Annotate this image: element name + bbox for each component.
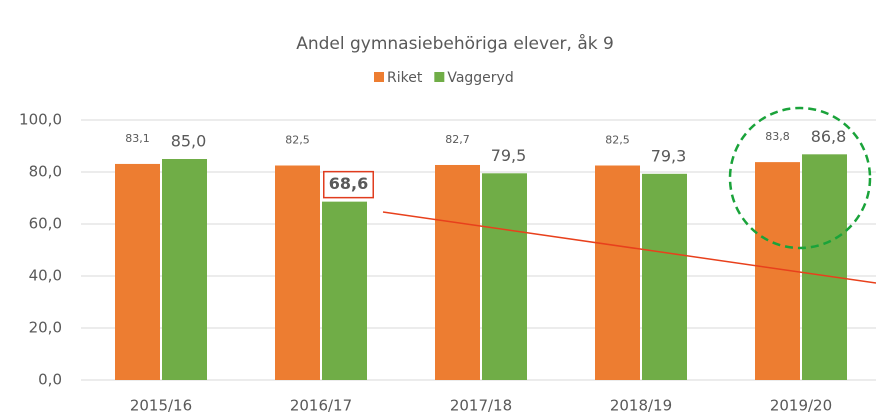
bar bbox=[115, 163, 160, 380]
data-label: 79,5 bbox=[491, 146, 527, 165]
y-tick-label: 80,0 bbox=[29, 163, 62, 181]
data-label: 83,1 bbox=[125, 132, 150, 145]
data-label: 82,5 bbox=[285, 134, 310, 147]
legend-swatch bbox=[434, 72, 445, 82]
highlight-circle bbox=[728, 106, 872, 250]
bar bbox=[435, 164, 480, 380]
y-tick-label: 0,0 bbox=[38, 371, 62, 389]
x-tick-label: 2017/18 bbox=[450, 397, 512, 415]
chart-title: Andel gymnasiebehöriga elever, åk 9 bbox=[296, 33, 614, 54]
legend-label: Vaggeryd bbox=[447, 70, 513, 86]
data-label: 68,6 bbox=[329, 174, 368, 193]
highlight-box bbox=[323, 170, 374, 199]
bar bbox=[322, 201, 367, 380]
y-tick-label: 60,0 bbox=[29, 215, 62, 233]
x-tick-label: 2016/17 bbox=[290, 397, 352, 415]
bar bbox=[642, 173, 687, 380]
legend-label: Riket bbox=[387, 70, 423, 86]
data-label: 82,7 bbox=[445, 133, 470, 146]
data-label: 82,5 bbox=[605, 134, 630, 147]
x-tick-label: 2019/20 bbox=[770, 397, 832, 415]
data-label: 79,3 bbox=[651, 146, 687, 165]
y-tick-label: 100,0 bbox=[19, 111, 62, 129]
bar bbox=[595, 165, 640, 380]
bar bbox=[802, 154, 847, 380]
data-label: 83,8 bbox=[765, 130, 790, 143]
data-label: 86,8 bbox=[811, 127, 847, 146]
legend-swatch bbox=[374, 72, 384, 82]
bar bbox=[275, 165, 320, 380]
y-tick-label: 20,0 bbox=[29, 319, 62, 337]
y-tick-label: 40,0 bbox=[29, 267, 62, 285]
x-tick-label: 2015/16 bbox=[130, 397, 192, 415]
x-tick-label: 2018/19 bbox=[610, 397, 672, 415]
bar bbox=[482, 173, 527, 380]
bar bbox=[162, 159, 207, 380]
trend-annotation bbox=[382, 211, 876, 284]
data-label: 85,0 bbox=[171, 132, 207, 151]
